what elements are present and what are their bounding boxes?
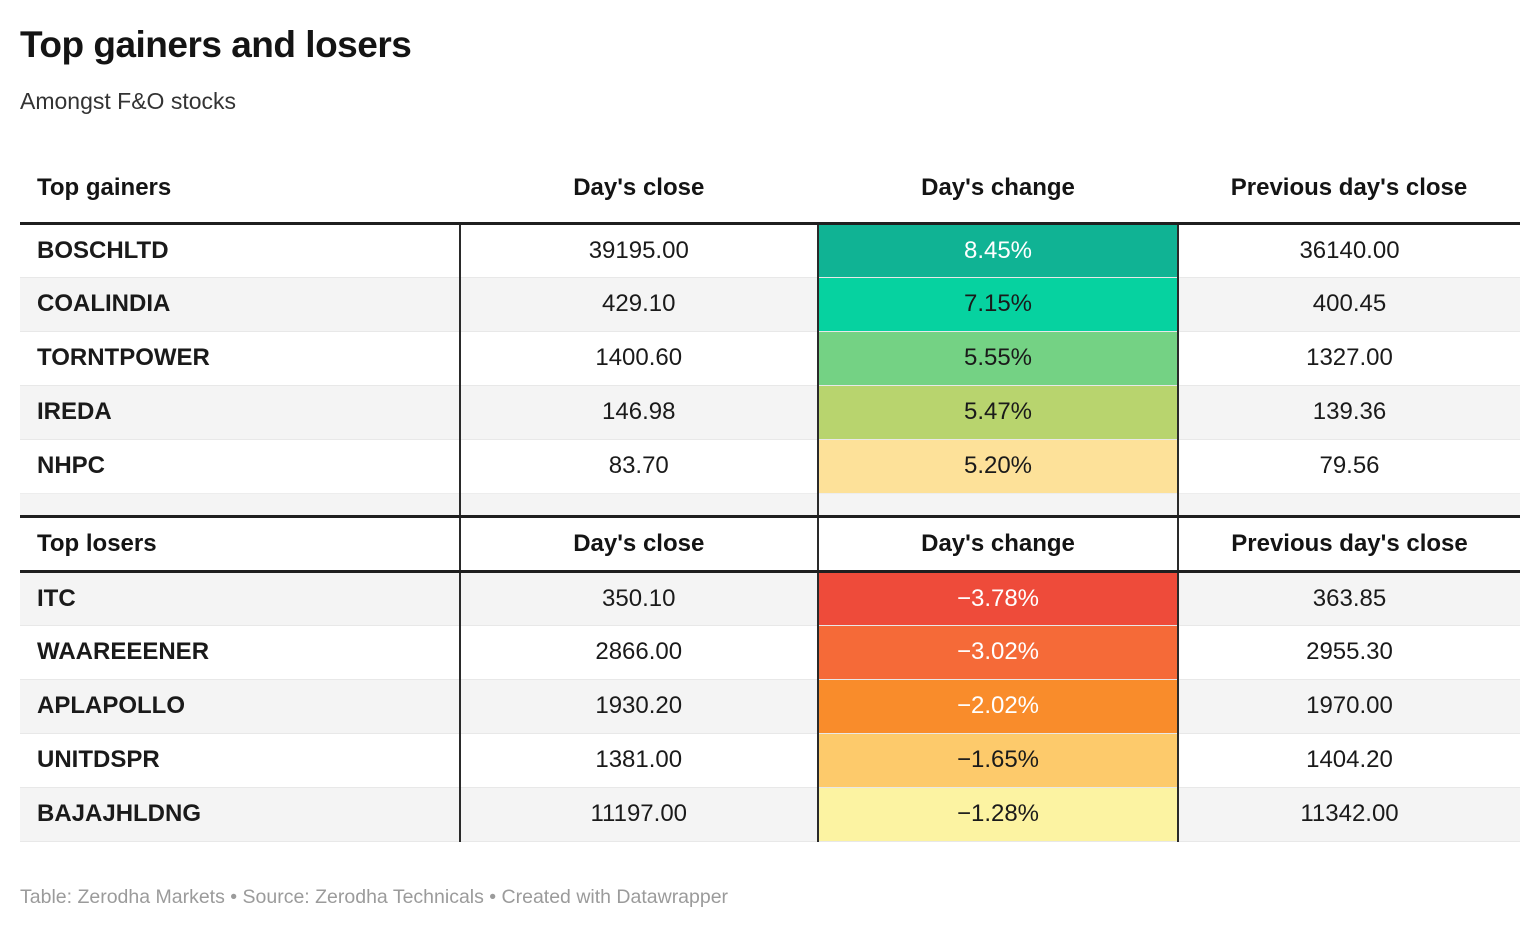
attribution-footer: Table: Zerodha Markets • Source: Zerodha…	[20, 885, 729, 908]
previous-close-value: 139.36	[1178, 384, 1520, 439]
losers-header-row: Top losers Day's close Day's change Prev…	[20, 514, 1520, 573]
column-header-previous-close: Previous day's close	[1178, 514, 1520, 573]
days-change-value: −3.78%	[817, 570, 1179, 625]
stock-symbol: WAAREEENER	[20, 624, 460, 679]
column-header-days-close: Day's close	[459, 155, 818, 225]
days-close-value: 2866.00	[458, 624, 818, 679]
previous-close-value: 11342.00	[1178, 786, 1520, 842]
stock-symbol: NHPC	[20, 438, 460, 493]
days-close-value: 429.10	[458, 276, 818, 331]
days-change-value: 8.45%	[817, 222, 1179, 277]
table-row: IREDA 146.98 5.47% 139.36	[20, 384, 1520, 439]
days-close-value: 350.10	[458, 570, 818, 625]
column-header-previous-close: Previous day's close	[1178, 155, 1520, 225]
column-header-days-change: Day's change	[818, 155, 1178, 225]
days-change-value: −1.65%	[817, 732, 1179, 787]
table-row: BOSCHLTD 39195.00 8.45% 36140.00	[20, 222, 1520, 277]
section-spacer-row	[20, 492, 1520, 516]
previous-close-value: 1327.00	[1178, 330, 1520, 385]
table-row: WAAREEENER 2866.00 −3.02% 2955.30	[20, 624, 1520, 679]
table-row: NHPC 83.70 5.20% 79.56	[20, 438, 1520, 493]
days-change-value: −3.02%	[817, 624, 1179, 679]
days-close-value: 1381.00	[458, 732, 818, 787]
previous-close-value: 1970.00	[1178, 678, 1520, 733]
previous-close-value: 36140.00	[1178, 222, 1520, 277]
days-change-value: 5.55%	[817, 330, 1179, 385]
days-change-value: 5.20%	[817, 438, 1179, 493]
gainers-header-row: Top gainers Day's close Day's change Pre…	[20, 155, 1520, 225]
days-close-value: 39195.00	[458, 222, 818, 277]
previous-close-value: 400.45	[1178, 276, 1520, 331]
page-title: Top gainers and losers	[20, 24, 412, 65]
table-row: APLAPOLLO 1930.20 −2.02% 1970.00	[20, 678, 1520, 733]
table-row: UNITDSPR 1381.00 −1.65% 1404.20	[20, 732, 1520, 787]
page-subtitle: Amongst F&O stocks	[20, 88, 237, 114]
days-change-value: 7.15%	[817, 276, 1179, 331]
stock-symbol: COALINDIA	[20, 276, 460, 331]
days-close-value: 1930.20	[458, 678, 818, 733]
column-header-days-close: Day's close	[458, 514, 818, 573]
gainers-section-label: Top gainers	[20, 155, 460, 225]
table-row: ITC 350.10 −3.78% 363.85	[20, 570, 1520, 625]
previous-close-value: 363.85	[1178, 570, 1520, 625]
stock-symbol: BOSCHLTD	[20, 222, 460, 277]
previous-close-value: 79.56	[1178, 438, 1520, 493]
days-close-value: 1400.60	[458, 330, 818, 385]
days-close-value: 83.70	[458, 438, 818, 493]
days-close-value: 146.98	[458, 384, 818, 439]
days-change-value: −1.28%	[817, 786, 1179, 842]
stock-symbol: BAJAJHLDNG	[20, 786, 460, 842]
days-change-value: 5.47%	[817, 384, 1179, 439]
days-close-value: 11197.00	[458, 786, 818, 842]
previous-close-value: 1404.20	[1178, 732, 1520, 787]
stock-symbol: ITC	[20, 570, 460, 625]
table-row: TORNTPOWER 1400.60 5.55% 1327.00	[20, 330, 1520, 385]
losers-section-label: Top losers	[20, 514, 460, 573]
stock-symbol: IREDA	[20, 384, 460, 439]
column-header-days-change: Day's change	[817, 514, 1179, 573]
stock-symbol: TORNTPOWER	[20, 330, 460, 385]
table-row: COALINDIA 429.10 7.15% 400.45	[20, 276, 1520, 331]
table-row: BAJAJHLDNG 11197.00 −1.28% 11342.00	[20, 786, 1520, 842]
gainers-losers-table: Top gainers Day's close Day's change Pre…	[20, 155, 1520, 842]
datawrapper-table-page: Top gainers and losers Amongst F&O stock…	[20, 24, 1520, 908]
previous-close-value: 2955.30	[1178, 624, 1520, 679]
stock-symbol: UNITDSPR	[20, 732, 460, 787]
stock-symbol: APLAPOLLO	[20, 678, 460, 733]
days-change-value: −2.02%	[817, 678, 1179, 733]
